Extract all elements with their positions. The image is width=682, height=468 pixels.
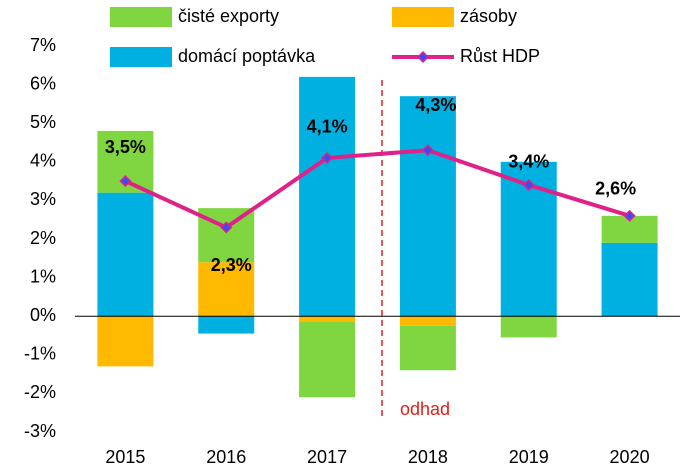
- data-label: 3,5%: [105, 137, 146, 157]
- y-tick-label: 6%: [30, 73, 56, 93]
- x-tick-label: 2018: [408, 447, 448, 467]
- legend-swatch: [110, 47, 172, 67]
- data-label: 3,4%: [508, 152, 549, 172]
- bar-segment: [399, 325, 456, 371]
- x-tick-label: 2015: [105, 447, 145, 467]
- gdp-marker: [220, 221, 233, 234]
- bar-segment: [601, 242, 658, 317]
- y-tick-label: 1%: [30, 266, 56, 286]
- legend-label: Růst HDP: [460, 46, 540, 66]
- data-label: 4,1%: [307, 117, 348, 137]
- legend-marker: [416, 50, 430, 64]
- legend-swatch: [110, 7, 172, 27]
- bar-segment: [97, 316, 154, 367]
- data-label: 2,6%: [595, 179, 636, 199]
- bar-segment: [97, 192, 154, 317]
- y-tick-label: -2%: [24, 382, 56, 402]
- x-tick-label: 2019: [509, 447, 549, 467]
- gdp-marker: [623, 209, 636, 222]
- bar-segment: [198, 262, 255, 317]
- gdp-marker: [421, 144, 434, 157]
- bar-segment: [399, 96, 456, 317]
- y-tick-label: -3%: [24, 421, 56, 441]
- y-tick-label: 0%: [30, 305, 56, 325]
- data-label: 4,3%: [415, 95, 456, 115]
- bar-segment: [299, 321, 356, 398]
- x-tick-label: 2020: [610, 447, 650, 467]
- y-tick-label: 3%: [30, 189, 56, 209]
- gdp-marker: [119, 175, 132, 188]
- bar-segment: [399, 316, 456, 326]
- y-tick-label: 5%: [30, 112, 56, 132]
- x-tick-label: 2016: [206, 447, 246, 467]
- y-tick-label: 4%: [30, 151, 56, 171]
- gdp-marker: [321, 151, 334, 165]
- y-tick-label: 7%: [30, 35, 56, 55]
- legend-label: čisté exporty: [178, 6, 279, 26]
- y-tick-label: 2%: [30, 228, 56, 248]
- legend-label: zásoby: [460, 6, 517, 26]
- gdp-line: [124, 148, 631, 230]
- bar-segment: [299, 316, 356, 322]
- data-label: 2,3%: [211, 255, 252, 275]
- legend-label: domácí poptávka: [178, 46, 316, 66]
- bar-segment: [299, 76, 356, 317]
- bar-segment: [500, 316, 557, 338]
- bar-segment: [198, 316, 255, 334]
- gdp-marker: [522, 178, 535, 192]
- legend-swatch: [392, 7, 454, 27]
- y-tick-label: -1%: [24, 344, 56, 364]
- annotation: odhad: [400, 399, 450, 419]
- x-tick-label: 2017: [307, 447, 347, 467]
